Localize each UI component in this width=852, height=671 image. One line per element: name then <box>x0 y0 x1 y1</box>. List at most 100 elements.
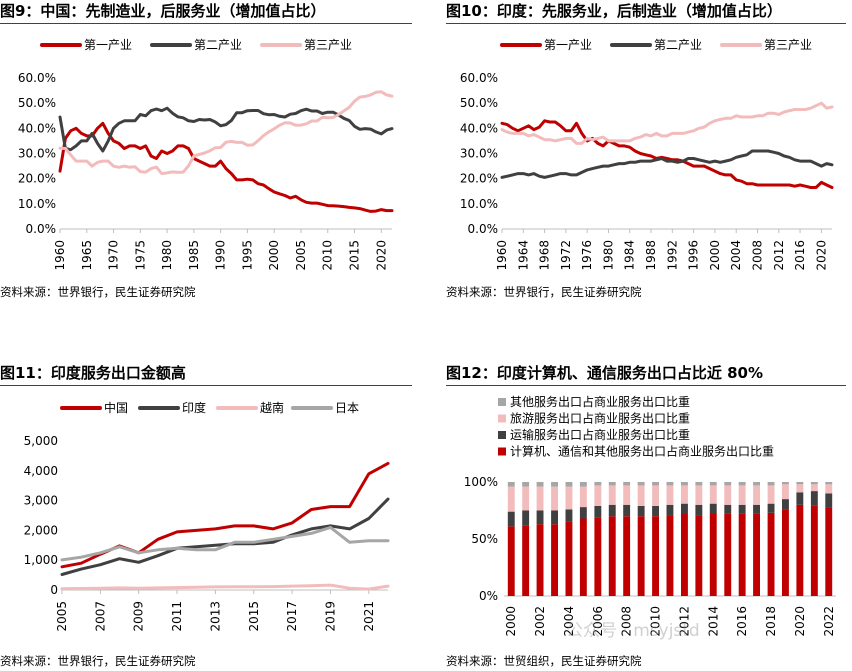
bar-segment <box>666 482 674 486</box>
legend-swatch <box>498 431 506 439</box>
bar-segment <box>825 507 833 596</box>
legend-label: 第二产业 <box>654 38 702 52</box>
y-tick-label: 50% <box>471 532 498 546</box>
legend-label: 旅游服务出口占商业服务出口比重 <box>510 411 690 426</box>
source-note: 资料来源：世界银行，民生证券研究院 <box>0 654 196 668</box>
bar-segment <box>738 513 746 596</box>
chart-title: 图11：印度服务出口金额高 <box>0 364 186 382</box>
x-tick-label: 2000 <box>267 240 281 271</box>
legend-label: 第一产业 <box>84 38 132 52</box>
x-tick-label: 2020 <box>374 240 388 271</box>
y-tick-label: 50.0% <box>460 96 498 110</box>
x-tick-label: 2002 <box>533 606 547 637</box>
y-tick-label: 1,000 <box>24 553 58 567</box>
bar-segment <box>810 484 818 492</box>
y-tick-label: 30.0% <box>18 147 56 161</box>
legend-swatch <box>498 414 506 423</box>
x-tick-label: 2013 <box>208 601 222 632</box>
series-line <box>500 149 834 179</box>
y-tick-label: 60.0% <box>18 71 56 85</box>
panel-fig10: 图10：印度：先服务业，后制造业（增加值占比） 0.0% 10.0% 20.0% 30… <box>446 0 852 310</box>
bar-segment <box>507 482 515 487</box>
bar-segment <box>652 505 659 517</box>
y-tick-label: 30.0% <box>460 147 498 161</box>
title-rule <box>0 23 412 24</box>
y-tick-label: 2,000 <box>24 523 58 537</box>
bar-segment <box>695 504 703 516</box>
bar-segment <box>637 516 645 596</box>
y-tick-label: 5,000 <box>24 434 58 448</box>
bar-segment <box>623 482 631 486</box>
bar-segment <box>652 482 659 486</box>
series-line <box>500 119 834 189</box>
bar-segment <box>522 482 530 487</box>
bar-segment <box>681 482 688 486</box>
bar-segment <box>709 513 717 596</box>
y-tick-label: 4,000 <box>24 464 58 478</box>
bar-segment <box>579 486 587 508</box>
x-tick-label: 1964 <box>516 240 530 271</box>
x-tick-label: 2008 <box>620 606 634 637</box>
x-tick-label: 2012 <box>677 606 691 637</box>
bar-segment <box>810 491 818 506</box>
x-tick-label: 2014 <box>706 606 720 637</box>
bar-segment <box>608 485 616 505</box>
bar-segment <box>681 485 688 504</box>
x-tick-label: 1970 <box>107 240 121 271</box>
x-tick-label: 2019 <box>323 601 337 632</box>
y-tick-label: 0% <box>479 589 498 603</box>
bar-segment <box>608 516 616 596</box>
x-tick-label: 2020 <box>793 606 807 637</box>
bar-segment <box>767 503 775 513</box>
source-note: 资料来源：世界银行，民生证券研究院 <box>446 285 642 299</box>
bar-segment <box>507 486 515 512</box>
bar-segment <box>724 485 732 505</box>
bar-segment <box>652 485 659 506</box>
panel-fig9: 图9：中国：先制造业，后服务业（增加值占比） 0.0% 10.0% 20.0% 30.… <box>0 0 420 310</box>
bar-segment <box>724 504 732 514</box>
x-tick-label: 2017 <box>285 601 299 632</box>
x-tick-label: 1980 <box>160 240 174 271</box>
bar-segment <box>695 482 703 486</box>
legend-label: 第三产业 <box>764 38 812 52</box>
bar-segment <box>551 482 558 487</box>
bar-segment <box>767 512 775 596</box>
bar-segment <box>738 504 746 514</box>
x-tick-label: 2000 <box>708 240 722 271</box>
bar-segment <box>810 505 818 596</box>
bar-segment <box>594 485 602 506</box>
y-tick-label: 0.0% <box>26 222 57 236</box>
y-tick-label: 0.0% <box>468 222 499 236</box>
y-tick-label: 20.0% <box>460 172 498 186</box>
x-tick-label: 1992 <box>665 240 679 271</box>
chart-title: 图12：印度计算机、通信服务出口占比近 80% <box>446 364 764 382</box>
series-line <box>60 583 390 591</box>
x-tick-label: 2016 <box>793 240 807 271</box>
bar-segment <box>565 482 573 487</box>
bar-segment <box>522 510 530 526</box>
bar-segment <box>782 484 789 500</box>
x-tick-label: 2004 <box>729 240 743 271</box>
x-tick-label: 2005 <box>294 240 308 271</box>
bar-segment <box>796 492 804 505</box>
watermark-text: 公众号 · msyjstd <box>566 621 700 641</box>
title-rule <box>0 385 412 386</box>
bar-segment <box>536 486 544 511</box>
bar-segment <box>608 504 616 517</box>
bar-segment <box>551 486 558 511</box>
bar-segment <box>753 485 760 505</box>
bar-segment <box>623 485 631 505</box>
y-tick-label: 20.0% <box>18 172 56 186</box>
bar-segment <box>695 515 703 596</box>
bar-segment <box>738 482 746 486</box>
x-tick-label: 2016 <box>735 606 749 637</box>
y-tick-label: 10.0% <box>460 197 498 211</box>
bar-segment <box>666 504 674 516</box>
legend-label: 第三产业 <box>304 38 352 52</box>
bar-segment <box>579 518 587 596</box>
bar-segment <box>709 485 717 504</box>
x-tick-label: 2021 <box>362 601 376 632</box>
bar-segment <box>825 493 833 508</box>
y-tick-label: 50.0% <box>18 96 56 110</box>
series-line <box>60 497 390 576</box>
